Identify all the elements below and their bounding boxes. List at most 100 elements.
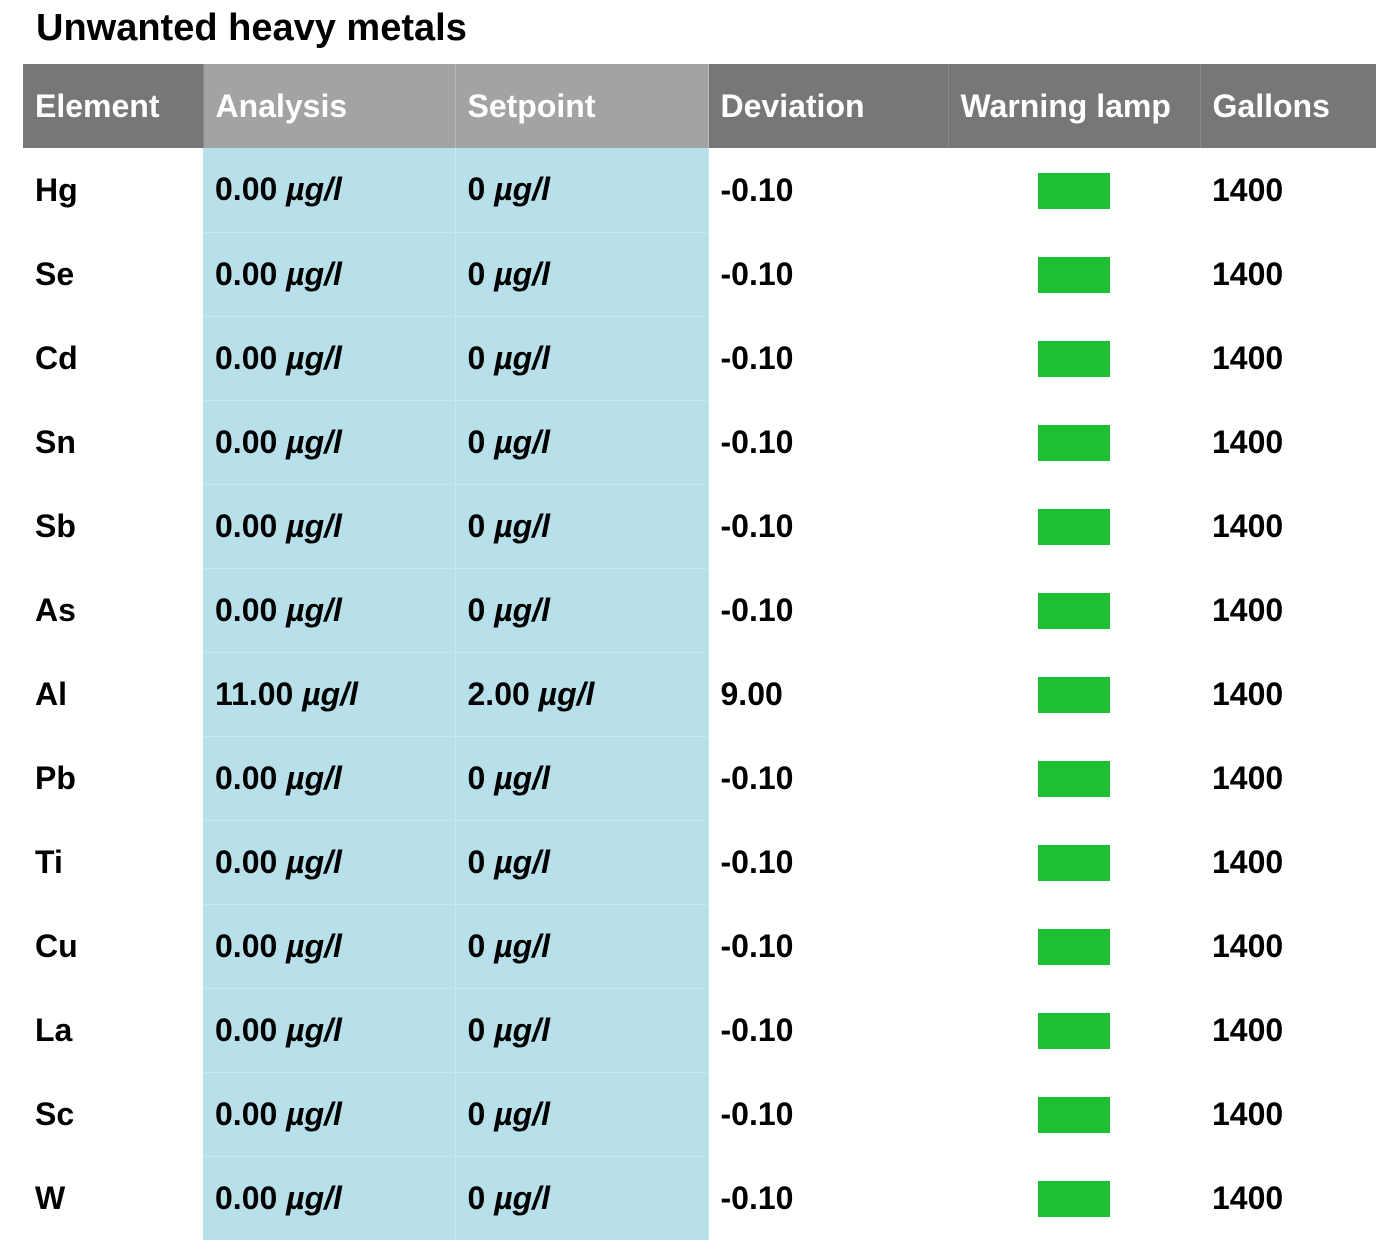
gallons-cell: 1400 [1212, 171, 1284, 208]
element-cell: Se [35, 255, 75, 292]
column-header-element: Element [23, 64, 204, 148]
table-header-row: Element Analysis Setpoint Deviation Warn… [23, 64, 1376, 148]
gallons-cell: 1400 [1212, 423, 1284, 460]
deviation-cell: -0.10 [720, 507, 794, 544]
setpoint-value: 2.00 [467, 675, 530, 712]
deviation-cell: -0.10 [720, 843, 794, 880]
warning-lamp-indicator [1038, 1181, 1110, 1218]
setpoint-unit: µg/l [494, 759, 550, 796]
gallons-cell: 1400 [1212, 927, 1284, 964]
analysis-value: 0.00 [215, 423, 278, 460]
element-cell: Sn [35, 423, 76, 460]
warning-lamp-cell [948, 652, 1200, 736]
analysis-cell: 0.00 µg/l [203, 316, 456, 401]
setpoint-unit: µg/l [494, 507, 550, 544]
setpoint-value: 0 [467, 591, 486, 628]
analysis-unit: µg/l [286, 591, 342, 628]
warning-lamp-indicator [1038, 341, 1110, 378]
setpoint-value: 0 [467, 339, 486, 376]
setpoint-unit: µg/l [494, 927, 550, 964]
setpoint-cell: 0 µg/l [455, 1072, 709, 1157]
setpoint-unit: µg/l [494, 591, 550, 628]
element-cell: As [35, 591, 76, 628]
setpoint-value: 0 [467, 171, 486, 208]
analysis-cell: 0.00 µg/l [203, 820, 456, 905]
setpoint-unit: µg/l [494, 171, 550, 208]
warning-lamp-indicator [1038, 173, 1110, 210]
table-row: Sc 0.00 µg/l 0 µg/l -0.10 1400 [23, 1072, 1376, 1157]
gallons-cell: 1400 [1212, 675, 1284, 712]
setpoint-value: 0 [467, 927, 486, 964]
warning-lamp-cell [948, 232, 1200, 316]
analysis-unit: µg/l [286, 171, 342, 208]
warning-lamp-cell [948, 820, 1200, 904]
setpoint-value: 0 [467, 1011, 486, 1048]
gallons-cell: 1400 [1212, 591, 1284, 628]
setpoint-unit: µg/l [494, 339, 550, 376]
element-cell: Sb [35, 507, 76, 544]
warning-lamp-cell [948, 148, 1200, 232]
warning-lamp-cell [948, 988, 1200, 1072]
element-cell: Cu [35, 927, 78, 964]
warning-lamp-indicator [1038, 425, 1110, 462]
element-cell: Hg [35, 171, 78, 208]
table-row: La 0.00 µg/l 0 µg/l -0.10 1400 [23, 988, 1376, 1073]
gallons-cell: 1400 [1212, 507, 1284, 544]
table-row: As 0.00 µg/l 0 µg/l -0.10 1400 [23, 568, 1376, 653]
deviation-cell: -0.10 [720, 339, 794, 376]
table-row: Ti 0.00 µg/l 0 µg/l -0.10 1400 [23, 820, 1376, 905]
deviation-cell: -0.10 [720, 1095, 794, 1132]
warning-lamp-cell [948, 736, 1200, 820]
analysis-value: 0.00 [215, 1095, 278, 1132]
analysis-value: 0.00 [215, 759, 278, 796]
warning-lamp-cell [948, 1072, 1200, 1156]
gallons-cell: 1400 [1212, 1179, 1284, 1216]
deviation-cell: -0.10 [720, 1011, 794, 1048]
setpoint-cell: 0 µg/l [455, 568, 709, 653]
analysis-unit: µg/l [286, 927, 342, 964]
element-cell: Sc [35, 1095, 75, 1132]
setpoint-cell: 2.00 µg/l [455, 652, 709, 737]
analysis-cell: 0.00 µg/l [203, 736, 456, 821]
element-cell: Cd [35, 339, 78, 376]
gallons-cell: 1400 [1212, 255, 1284, 292]
setpoint-cell: 0 µg/l [455, 484, 709, 569]
warning-lamp-indicator [1038, 257, 1110, 294]
analysis-unit: µg/l [286, 1179, 342, 1216]
column-header-setpoint: Setpoint [455, 64, 709, 148]
analysis-cell: 0.00 µg/l [203, 1156, 456, 1240]
gallons-cell: 1400 [1212, 1011, 1284, 1048]
setpoint-unit: µg/l [494, 1179, 550, 1216]
column-header-analysis: Analysis [203, 64, 456, 148]
setpoint-cell: 0 µg/l [455, 904, 709, 989]
analysis-cell: 0.00 µg/l [203, 232, 456, 317]
analysis-cell: 0.00 µg/l [203, 568, 456, 653]
setpoint-unit: µg/l [494, 423, 550, 460]
deviation-cell: -0.10 [720, 591, 794, 628]
warning-lamp-cell [948, 904, 1200, 988]
table-row: W 0.00 µg/l 0 µg/l -0.10 1400 [23, 1156, 1376, 1240]
table-row: Se 0.00 µg/l 0 µg/l -0.10 1400 [23, 232, 1376, 317]
warning-lamp-indicator [1038, 761, 1110, 798]
analysis-unit: µg/l [286, 843, 342, 880]
analysis-unit: µg/l [286, 1095, 342, 1132]
deviation-cell: -0.10 [720, 1179, 794, 1216]
analysis-value: 0.00 [215, 507, 278, 544]
deviation-cell: -0.10 [720, 927, 794, 964]
setpoint-value: 0 [467, 843, 486, 880]
element-cell: La [35, 1011, 73, 1048]
table-row: Cu 0.00 µg/l 0 µg/l -0.10 1400 [23, 904, 1376, 989]
table-row: Pb 0.00 µg/l 0 µg/l -0.10 1400 [23, 736, 1376, 821]
setpoint-cell: 0 µg/l [455, 232, 709, 317]
setpoint-cell: 0 µg/l [455, 316, 709, 401]
analysis-cell: 11.00 µg/l [203, 652, 456, 737]
column-header-warning-lamp: Warning lamp [948, 64, 1201, 148]
setpoint-unit: µg/l [494, 843, 550, 880]
analysis-unit: µg/l [286, 339, 342, 376]
analysis-unit: µg/l [286, 423, 342, 460]
element-cell: Al [35, 675, 67, 712]
analysis-value: 11.00 [215, 675, 294, 712]
analysis-value: 0.00 [215, 1011, 278, 1048]
warning-lamp-indicator [1038, 929, 1110, 966]
gallons-cell: 1400 [1212, 843, 1284, 880]
